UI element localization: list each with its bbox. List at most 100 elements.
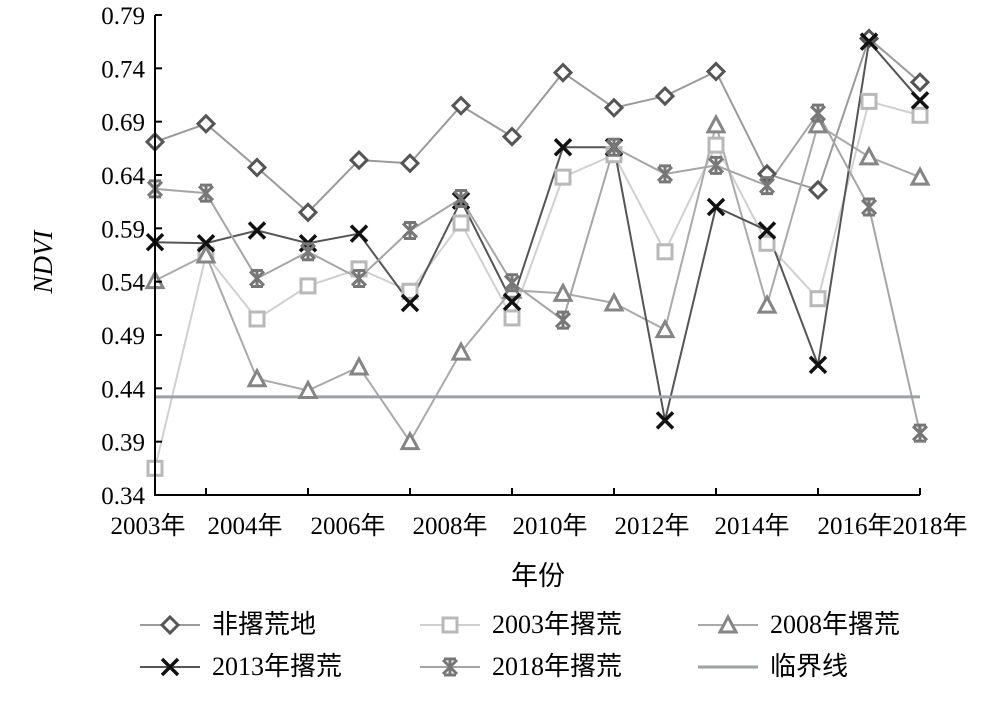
x-tick-label: 2018年 [892, 512, 967, 540]
x-icon [160, 657, 180, 677]
data-point [656, 243, 674, 261]
series-line [154, 120, 921, 444]
legend-item: 2018年撂荒 [420, 652, 622, 681]
x-tick-label: 2012年 [614, 512, 689, 540]
data-point [503, 309, 521, 327]
legend-label: 2013年撂荒 [212, 652, 342, 681]
y-tick-label: 0.59 [101, 216, 145, 243]
y-tick-label: 0.79 [101, 3, 145, 30]
series-line [154, 36, 921, 214]
data-point [911, 106, 929, 124]
y-tick-label: 0.74 [101, 56, 145, 83]
data-point [707, 155, 725, 175]
y-tick-label: 0.54 [101, 270, 145, 297]
data-point [452, 188, 470, 208]
data-point [603, 291, 625, 312]
axes: 0.34 0.39 0.44 0.49 0.54 0.59 0.64 0.69 0.74 0.79… [101, 3, 967, 540]
y-tick-label: 0.69 [101, 110, 145, 137]
plot-area [144, 28, 931, 477]
series-line [154, 111, 921, 434]
data-point [809, 290, 827, 308]
series-0 [154, 36, 921, 214]
data-point [809, 103, 827, 123]
square-icon [441, 616, 459, 634]
data-point [603, 97, 625, 118]
data-point [452, 214, 470, 232]
data-point [503, 273, 521, 293]
data-point [860, 197, 878, 217]
data-point [807, 179, 829, 201]
data-point [299, 242, 317, 262]
data-point [247, 221, 267, 240]
data-point [654, 318, 676, 339]
data-point [501, 126, 523, 147]
x-tick-label: 2008年 [412, 512, 487, 540]
data-point [654, 85, 676, 107]
data-point [860, 92, 878, 110]
data-point [401, 282, 419, 300]
series-markers-3 [145, 32, 930, 430]
data-point [706, 197, 726, 217]
data-point [552, 62, 574, 83]
legend-item: 非撂荒地 [140, 610, 316, 639]
data-point [246, 157, 268, 178]
data-point [552, 282, 574, 302]
series-1 [154, 100, 921, 469]
legend-label: 2003年撂荒 [492, 610, 622, 639]
data-point [248, 268, 266, 288]
data-point [349, 224, 369, 243]
data-point [195, 243, 217, 264]
legend-label: 2008年撂荒 [770, 610, 900, 639]
legend-label: 非撂荒地 [212, 610, 316, 639]
data-point [656, 164, 674, 184]
y-tick-label: 0.44 [101, 376, 145, 403]
diamond-icon [159, 614, 181, 636]
legend-label: 2018年撂荒 [492, 652, 622, 681]
data-point [348, 355, 370, 376]
data-point [705, 113, 727, 134]
data-point [401, 220, 419, 240]
y-axis-label: NDVI [28, 229, 58, 295]
data-point [450, 340, 472, 361]
data-point [450, 95, 472, 116]
legend-item: 临界线 [698, 652, 848, 681]
y-tick-label: 0.64 [101, 163, 145, 190]
legend-label: 临界线 [770, 652, 848, 681]
data-point [705, 61, 727, 82]
x-tick-label: 2003年 [110, 512, 185, 540]
legend-item: 2003年撂荒 [420, 610, 622, 639]
series-3 [154, 39, 921, 421]
data-point [195, 113, 217, 134]
y-tick-label: 0.34 [101, 483, 145, 510]
x-tick-label: 2014年 [714, 512, 789, 540]
data-point [808, 355, 828, 375]
data-point [399, 153, 421, 174]
data-point [350, 268, 368, 288]
data-point [758, 234, 776, 252]
legend-item: 2013年撂荒 [140, 652, 342, 681]
data-point [707, 136, 725, 154]
series-markers-2 [144, 113, 931, 451]
data-point [399, 430, 421, 451]
data-point [248, 310, 266, 328]
data-point [859, 32, 879, 51]
data-point [553, 138, 573, 157]
legend-item: 2008年撂荒 [698, 610, 900, 639]
data-point [502, 292, 522, 312]
data-point [297, 202, 319, 223]
y-tick-label: 0.49 [101, 323, 145, 350]
data-point [655, 411, 675, 430]
data-point [554, 168, 572, 186]
data-point [758, 176, 776, 196]
series-markers-0 [144, 28, 931, 223]
triangle-icon [717, 613, 739, 634]
x-tick-label: 2004年 [207, 512, 282, 540]
y-tick-label: 0.39 [101, 430, 145, 457]
data-point [757, 221, 777, 240]
asterisk-icon [441, 657, 459, 677]
data-point [909, 72, 931, 93]
data-point [858, 145, 880, 166]
x-tick-label: 2016年 [817, 512, 892, 540]
legend: 非撂荒地 2003年撂荒 2008年撂荒 2013年撂荒 2018年撂荒 临界线 [140, 610, 900, 681]
